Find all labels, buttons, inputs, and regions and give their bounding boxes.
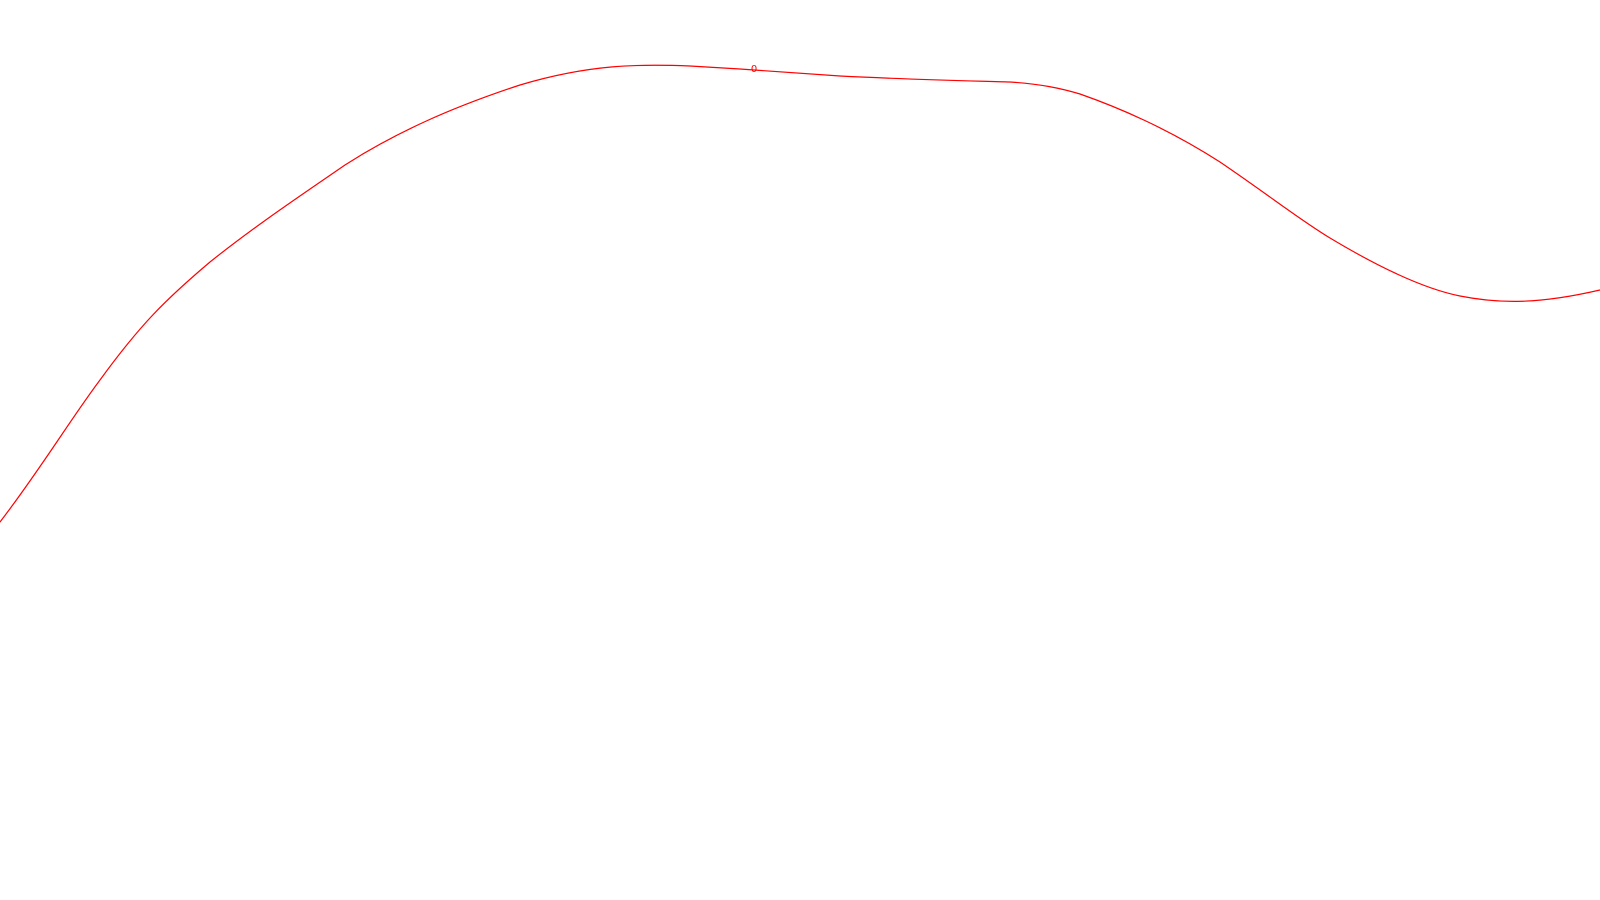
curve-label: 0 (751, 64, 757, 75)
red-curve (0, 64, 1600, 523)
